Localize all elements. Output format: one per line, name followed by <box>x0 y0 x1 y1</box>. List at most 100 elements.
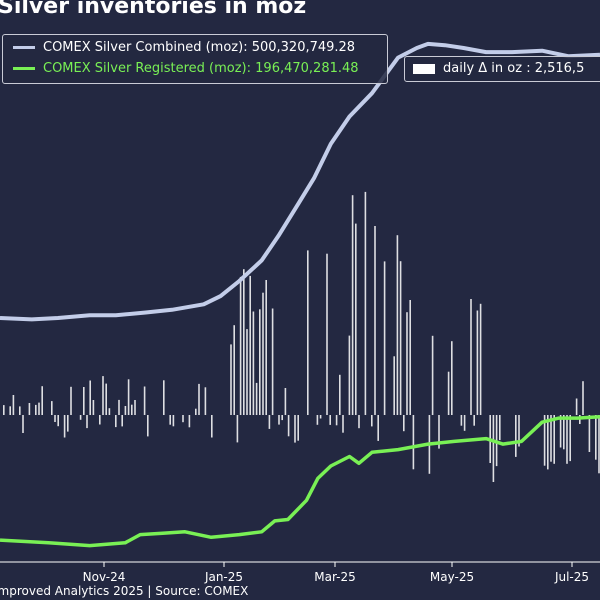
daily-delta-bar <box>287 415 290 437</box>
daily-delta-bar <box>476 310 479 415</box>
daily-delta-bar <box>451 341 453 415</box>
daily-delta-bar <box>9 406 11 415</box>
daily-delta-bar <box>236 415 239 443</box>
daily-delta-bar <box>307 250 309 415</box>
legend: COMEX Silver Combined (moz): 500,320,749… <box>2 34 388 84</box>
daily-delta-bar <box>3 405 5 415</box>
daily-delta-bar <box>38 402 40 415</box>
chart-title: Silver inventories in moz <box>0 0 307 19</box>
daily-delta-bar <box>28 403 31 415</box>
daily-delta-bar <box>492 415 495 482</box>
daily-delta-bar <box>281 415 283 421</box>
legend-label-combined: COMEX Silver Combined (moz) <box>43 40 244 55</box>
daily-delta-bars <box>3 191 600 482</box>
daily-delta-bar <box>51 401 53 415</box>
daily-delta-bar <box>105 383 107 415</box>
daily-delta-bar <box>371 415 373 427</box>
series-lines <box>0 41 600 548</box>
daily-delta-bar <box>399 261 402 415</box>
daily-delta-bar <box>99 415 101 425</box>
daily-delta-bar <box>255 382 258 415</box>
daily-delta-bar <box>566 415 568 464</box>
daily-delta-bar <box>374 226 376 415</box>
daily-delta-bar <box>575 398 578 415</box>
daily-delta-bar <box>268 415 271 429</box>
daily-delta-bar <box>252 311 255 415</box>
daily-delta-bar <box>297 415 299 441</box>
daily-delta-bar <box>92 400 95 415</box>
daily-delta-bar <box>403 415 405 432</box>
daily-delta-bar <box>124 406 127 415</box>
daily-delta-bar <box>479 303 482 415</box>
daily-delta-bar <box>319 415 322 419</box>
source-note: Improved Analytics 2025 | Source: COMEX <box>0 584 249 598</box>
daily-delta-bar <box>134 400 136 415</box>
x-tick-label: Nov-24 <box>83 570 126 584</box>
x-tick-label: Jan-25 <box>204 570 243 584</box>
daily-delta-bar <box>118 399 120 415</box>
daily-delta-bar <box>547 415 549 470</box>
daily-delta-bar <box>316 415 319 425</box>
daily-delta-bar <box>12 395 15 415</box>
daily-delta-bar <box>550 415 552 462</box>
daily-delta-bar <box>63 415 66 438</box>
daily-delta-bar <box>243 269 245 415</box>
daily-delta-bar <box>543 415 546 466</box>
daily-delta-bar <box>57 415 59 427</box>
daily-delta-bar <box>41 386 43 415</box>
x-tick-label: Mar-25 <box>314 570 355 584</box>
daily-delta-bar <box>89 380 91 415</box>
daily-delta-bar <box>412 415 415 470</box>
combined-series-line <box>0 41 600 322</box>
daily-delta-bar <box>211 415 213 438</box>
daily-delta-bar <box>406 312 408 415</box>
daily-delta-bar <box>582 381 584 415</box>
legend-label-daily: daily Δ in oz <box>443 61 523 76</box>
x-tick-label: Jul-25 <box>554 570 589 584</box>
daily-delta-bar <box>351 195 354 415</box>
daily-delta-bar <box>188 415 191 428</box>
daily-delta-bar <box>182 415 184 423</box>
daily-delta-bar <box>499 415 501 441</box>
registered-series-line <box>0 414 600 548</box>
daily-delta-bar <box>355 223 357 415</box>
daily-delta-bar <box>271 308 274 415</box>
daily-delta-bar <box>409 300 411 415</box>
daily-delta-bar <box>163 380 165 415</box>
legend-swatch-combined <box>13 46 35 49</box>
legend-swatch-registered <box>13 67 35 70</box>
daily-delta-bar <box>335 415 338 426</box>
legend-value-registered: 196,470,281.48 <box>255 61 359 76</box>
legend-label-registered: COMEX Silver Registered (moz) <box>43 61 247 76</box>
daily-delta-bar <box>342 415 344 433</box>
daily-delta-bar <box>383 261 386 415</box>
daily-delta-bar <box>147 415 149 437</box>
daily-delta-bar <box>262 292 264 415</box>
daily-delta-bar <box>598 415 600 474</box>
daily-delta-bar <box>473 415 475 426</box>
daily-delta-bar <box>169 415 171 425</box>
daily-delta-bar <box>246 329 248 415</box>
x-tick-label: May-25 <box>430 570 474 584</box>
daily-delta-bar <box>559 415 562 448</box>
daily-delta-bar <box>595 415 597 460</box>
daily-delta-bar <box>172 415 175 427</box>
daily-delta-bar <box>230 344 232 415</box>
daily-delta-bar <box>463 415 466 431</box>
daily-delta-bar <box>358 415 360 429</box>
daily-delta-bar <box>377 415 379 441</box>
daily-delta-bar <box>393 356 395 415</box>
daily-delta-bar <box>79 415 82 420</box>
daily-delta-bar <box>127 379 130 415</box>
daily-delta-bar <box>447 371 450 415</box>
daily-delta-bar <box>233 325 235 415</box>
daily-delta-bar <box>515 415 517 457</box>
daily-delta-bar <box>431 335 434 415</box>
daily-delta-bar <box>121 415 123 427</box>
daily-delta-bar <box>239 276 242 415</box>
daily-delta-bar <box>83 387 85 415</box>
legend-item-combined: COMEX Silver Combined (moz): 500,320,749… <box>13 39 355 57</box>
daily-delta-bar <box>143 386 146 415</box>
daily-delta-bar <box>67 415 69 432</box>
